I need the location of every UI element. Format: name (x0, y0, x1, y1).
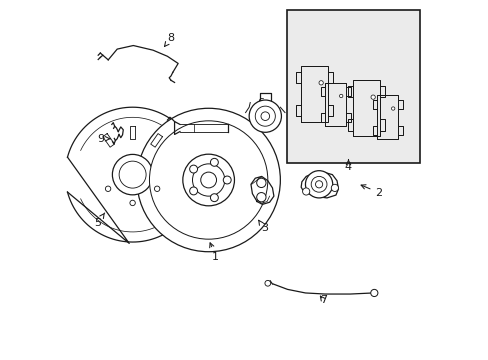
Circle shape (137, 108, 280, 252)
Circle shape (264, 280, 270, 286)
Circle shape (149, 121, 267, 239)
Text: 2: 2 (360, 185, 382, 198)
Text: 1: 1 (209, 243, 219, 262)
Bar (286, 10, 419, 163)
Circle shape (189, 187, 197, 195)
Text: 3: 3 (258, 220, 267, 233)
Circle shape (261, 112, 269, 121)
Circle shape (105, 186, 111, 192)
Text: 10: 10 (189, 129, 203, 142)
Text: 8: 8 (164, 33, 174, 46)
Circle shape (310, 176, 326, 192)
Circle shape (330, 184, 338, 192)
Circle shape (318, 81, 323, 85)
Circle shape (302, 188, 309, 195)
Circle shape (183, 154, 234, 206)
Circle shape (339, 94, 342, 98)
Circle shape (210, 194, 218, 202)
Circle shape (112, 154, 153, 195)
Circle shape (189, 165, 197, 173)
Circle shape (305, 171, 332, 198)
Circle shape (192, 164, 224, 196)
Circle shape (370, 95, 374, 99)
Circle shape (256, 193, 265, 202)
Circle shape (255, 106, 275, 126)
Text: 9: 9 (97, 134, 110, 144)
Circle shape (249, 100, 281, 132)
Circle shape (391, 107, 394, 110)
Circle shape (201, 172, 216, 188)
Circle shape (130, 200, 135, 206)
Circle shape (256, 178, 265, 188)
Circle shape (315, 181, 322, 188)
Text: 6: 6 (257, 98, 264, 113)
Circle shape (119, 161, 146, 188)
Circle shape (370, 289, 377, 297)
Text: 4: 4 (344, 159, 351, 172)
Polygon shape (301, 172, 338, 198)
Text: 7: 7 (319, 295, 326, 305)
Circle shape (154, 186, 160, 192)
Text: 5: 5 (94, 213, 104, 228)
Circle shape (223, 176, 231, 184)
Circle shape (210, 158, 218, 166)
